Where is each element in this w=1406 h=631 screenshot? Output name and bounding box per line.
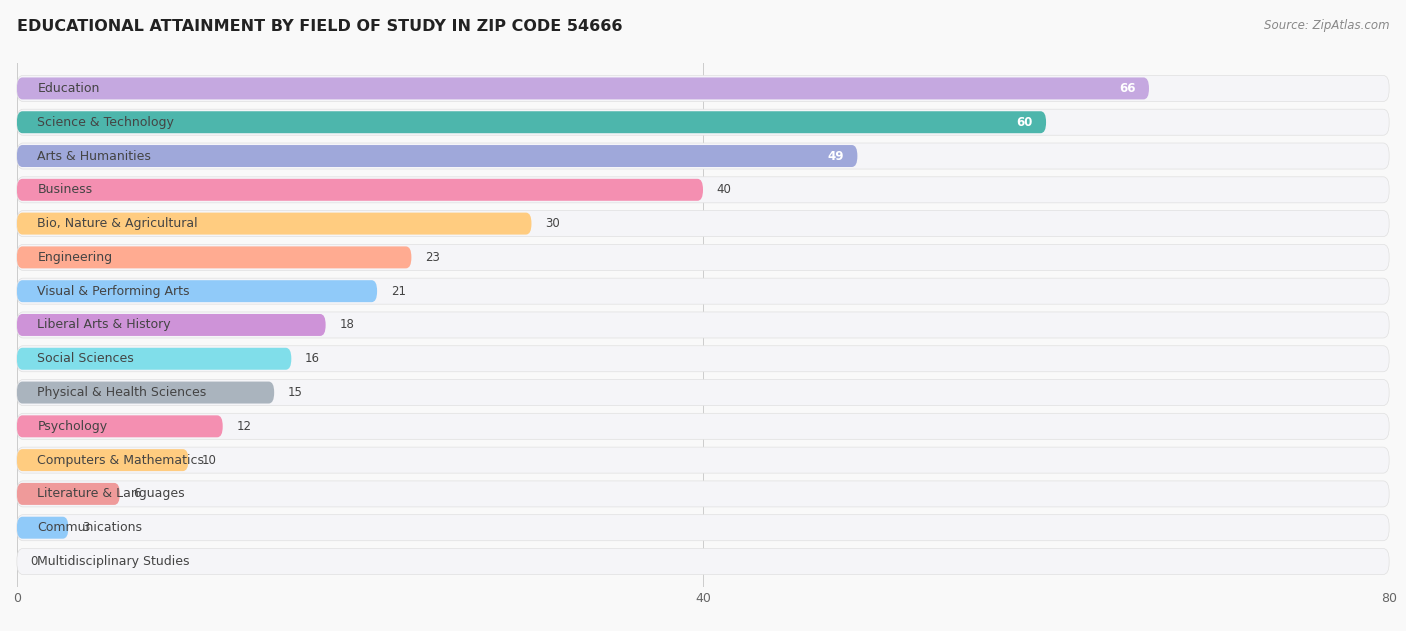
Text: 6: 6: [134, 487, 141, 500]
FancyBboxPatch shape: [17, 143, 1389, 169]
Text: Multidisciplinary Studies: Multidisciplinary Studies: [38, 555, 190, 568]
FancyBboxPatch shape: [17, 213, 531, 235]
Text: 30: 30: [546, 217, 560, 230]
Text: 21: 21: [391, 285, 406, 298]
FancyBboxPatch shape: [17, 379, 1389, 406]
Text: 40: 40: [717, 184, 731, 196]
Text: 3: 3: [82, 521, 90, 534]
FancyBboxPatch shape: [17, 415, 222, 437]
FancyBboxPatch shape: [17, 548, 1389, 574]
Text: Science & Technology: Science & Technology: [38, 115, 174, 129]
Text: 23: 23: [425, 251, 440, 264]
FancyBboxPatch shape: [17, 312, 1389, 338]
FancyBboxPatch shape: [17, 246, 412, 268]
Text: EDUCATIONAL ATTAINMENT BY FIELD OF STUDY IN ZIP CODE 54666: EDUCATIONAL ATTAINMENT BY FIELD OF STUDY…: [17, 19, 623, 34]
FancyBboxPatch shape: [17, 211, 1389, 237]
Text: Social Sciences: Social Sciences: [38, 352, 134, 365]
FancyBboxPatch shape: [17, 346, 1389, 372]
Text: Visual & Performing Arts: Visual & Performing Arts: [38, 285, 190, 298]
Text: 15: 15: [288, 386, 302, 399]
Text: 10: 10: [202, 454, 217, 466]
Text: Education: Education: [38, 82, 100, 95]
FancyBboxPatch shape: [17, 382, 274, 404]
FancyBboxPatch shape: [17, 483, 120, 505]
Text: Engineering: Engineering: [38, 251, 112, 264]
Text: Literature & Languages: Literature & Languages: [38, 487, 186, 500]
FancyBboxPatch shape: [17, 449, 188, 471]
Text: Psychology: Psychology: [38, 420, 108, 433]
FancyBboxPatch shape: [17, 515, 1389, 541]
FancyBboxPatch shape: [17, 517, 69, 539]
Text: Source: ZipAtlas.com: Source: ZipAtlas.com: [1264, 19, 1389, 32]
Text: Business: Business: [38, 184, 93, 196]
FancyBboxPatch shape: [17, 447, 1389, 473]
Text: 60: 60: [1017, 115, 1032, 129]
Text: Physical & Health Sciences: Physical & Health Sciences: [38, 386, 207, 399]
FancyBboxPatch shape: [17, 78, 1149, 100]
Text: 0: 0: [31, 555, 38, 568]
Text: Liberal Arts & History: Liberal Arts & History: [38, 319, 172, 331]
FancyBboxPatch shape: [17, 179, 703, 201]
FancyBboxPatch shape: [17, 481, 1389, 507]
FancyBboxPatch shape: [17, 177, 1389, 203]
FancyBboxPatch shape: [17, 76, 1389, 102]
FancyBboxPatch shape: [17, 244, 1389, 271]
FancyBboxPatch shape: [17, 109, 1389, 135]
Text: Computers & Mathematics: Computers & Mathematics: [38, 454, 204, 466]
Text: Bio, Nature & Agricultural: Bio, Nature & Agricultural: [38, 217, 198, 230]
Text: Communications: Communications: [38, 521, 142, 534]
FancyBboxPatch shape: [17, 413, 1389, 439]
FancyBboxPatch shape: [17, 111, 1046, 133]
FancyBboxPatch shape: [17, 348, 291, 370]
Text: 12: 12: [236, 420, 252, 433]
FancyBboxPatch shape: [17, 280, 377, 302]
Text: Arts & Humanities: Arts & Humanities: [38, 150, 152, 163]
Text: 49: 49: [827, 150, 844, 163]
Text: 18: 18: [339, 319, 354, 331]
FancyBboxPatch shape: [17, 314, 326, 336]
FancyBboxPatch shape: [17, 278, 1389, 304]
Text: 66: 66: [1119, 82, 1135, 95]
Text: 16: 16: [305, 352, 321, 365]
FancyBboxPatch shape: [17, 145, 858, 167]
